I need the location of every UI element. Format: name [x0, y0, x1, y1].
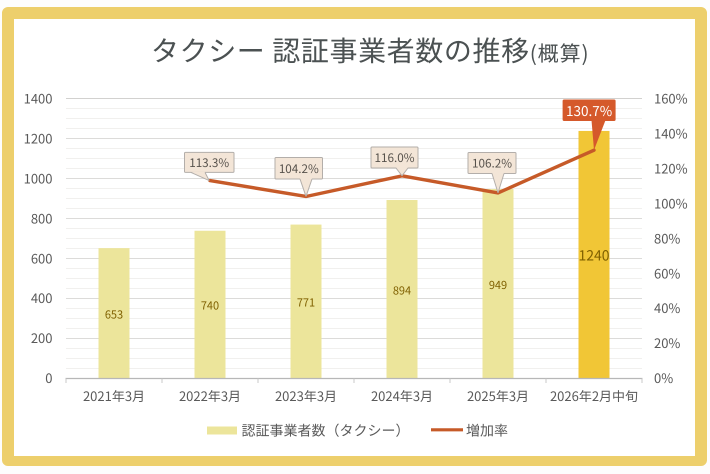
svg-text:800: 800: [31, 208, 53, 227]
svg-text:160%: 160%: [654, 89, 688, 108]
svg-text:113.3%: 113.3%: [189, 154, 229, 171]
svg-text:タクシー 認証事業者数の推移(概算): タクシー 認証事業者数の推移(概算): [151, 30, 589, 70]
svg-text:2021年3月: 2021年3月: [83, 386, 145, 405]
svg-text:120%: 120%: [654, 158, 688, 177]
svg-text:894: 894: [393, 282, 411, 298]
svg-text:106.2%: 106.2%: [472, 155, 512, 172]
svg-text:2024年3月: 2024年3月: [371, 386, 433, 405]
svg-text:140%: 140%: [654, 124, 688, 143]
svg-text:600: 600: [31, 248, 53, 267]
svg-text:40%: 40%: [654, 298, 680, 317]
svg-text:0: 0: [45, 368, 52, 387]
svg-text:2022年3月: 2022年3月: [179, 386, 241, 405]
svg-text:116.0%: 116.0%: [375, 149, 415, 166]
svg-text:60%: 60%: [654, 263, 680, 282]
svg-text:2026年2月中旬: 2026年2月中旬: [550, 386, 638, 405]
svg-text:653: 653: [105, 306, 123, 322]
svg-text:130.7%: 130.7%: [566, 100, 612, 120]
svg-text:1200: 1200: [24, 129, 53, 148]
svg-text:771: 771: [297, 295, 315, 311]
svg-text:949: 949: [489, 277, 507, 293]
svg-text:20%: 20%: [654, 333, 680, 352]
svg-text:104.2%: 104.2%: [279, 160, 319, 177]
svg-text:0%: 0%: [654, 368, 673, 387]
svg-text:認証事業者数（タクシー）: 認証事業者数（タクシー）: [242, 420, 410, 440]
svg-text:80%: 80%: [654, 228, 680, 247]
svg-text:740: 740: [201, 298, 219, 314]
svg-text:増加率: 増加率: [466, 420, 508, 440]
svg-text:200: 200: [31, 328, 53, 347]
svg-text:2023年3月: 2023年3月: [275, 386, 337, 405]
svg-text:2025年3月: 2025年3月: [467, 386, 529, 405]
svg-text:100%: 100%: [654, 193, 688, 212]
svg-text:1240: 1240: [578, 246, 609, 266]
svg-text:400: 400: [31, 288, 53, 307]
svg-text:1000: 1000: [24, 168, 53, 187]
svg-text:1400: 1400: [24, 89, 53, 108]
